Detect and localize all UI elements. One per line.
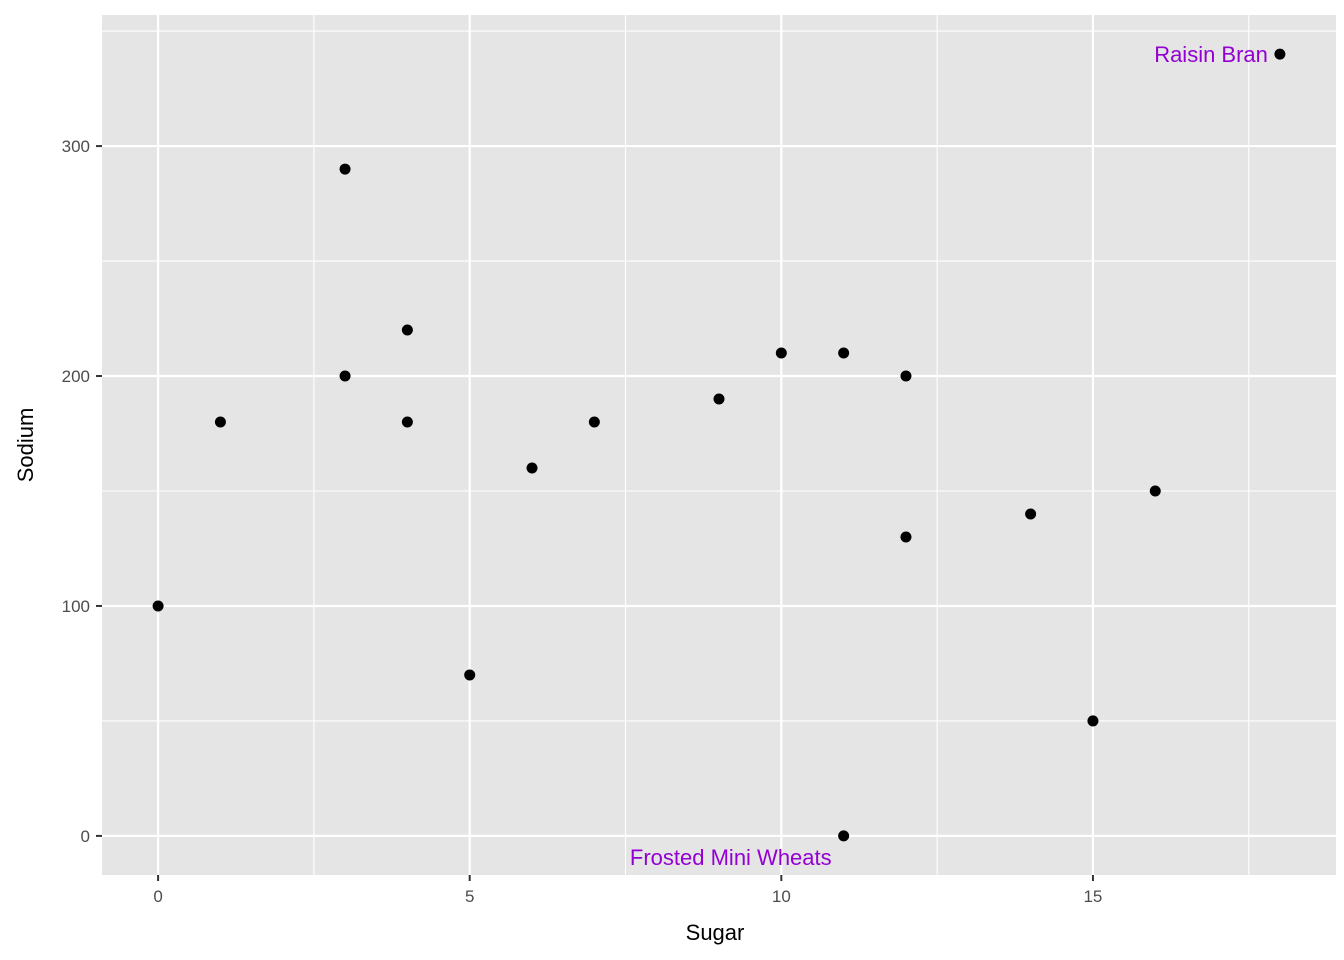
data-point bbox=[900, 531, 912, 543]
data-point bbox=[464, 669, 476, 681]
data-point bbox=[1274, 48, 1286, 60]
y-tick-label: 200 bbox=[62, 367, 90, 386]
data-point bbox=[339, 163, 351, 175]
panel-background bbox=[102, 15, 1336, 875]
y-tick-label: 100 bbox=[62, 597, 90, 616]
axis-ticks bbox=[96, 145, 1094, 881]
annotations: Raisin Bran Frosted Mini Wheats bbox=[630, 42, 1268, 870]
data-point bbox=[1149, 485, 1161, 497]
grid-major bbox=[102, 15, 1336, 875]
x-tick-labels: 0 5 10 15 bbox=[153, 887, 1102, 906]
x-tick-label: 15 bbox=[1083, 887, 1102, 906]
data-point bbox=[1087, 715, 1099, 727]
y-tick-label: 300 bbox=[62, 137, 90, 156]
x-tick-label: 0 bbox=[153, 887, 162, 906]
annotation-label: Raisin Bran bbox=[1154, 42, 1268, 67]
data-point bbox=[401, 324, 413, 336]
data-point bbox=[152, 600, 164, 612]
x-axis-title: Sugar bbox=[686, 920, 745, 945]
data-point bbox=[775, 347, 787, 359]
annotation-label: Frosted Mini Wheats bbox=[630, 845, 832, 870]
data-point bbox=[900, 370, 912, 382]
data-point bbox=[1025, 508, 1037, 520]
data-point bbox=[838, 830, 850, 842]
data-point bbox=[526, 462, 538, 474]
data-point bbox=[838, 347, 850, 359]
y-axis-title: Sodium bbox=[13, 408, 38, 483]
data-point bbox=[588, 416, 600, 428]
data-point bbox=[713, 393, 725, 405]
y-tick-labels: 0 100 200 300 bbox=[62, 137, 90, 846]
data-point bbox=[339, 370, 351, 382]
x-tick-label: 10 bbox=[772, 887, 791, 906]
y-tick-label: 0 bbox=[81, 827, 90, 846]
grid-minor bbox=[102, 15, 1336, 875]
data-point bbox=[214, 416, 226, 428]
data-point bbox=[401, 416, 413, 428]
data-points bbox=[152, 48, 1286, 842]
x-tick-label: 5 bbox=[465, 887, 474, 906]
